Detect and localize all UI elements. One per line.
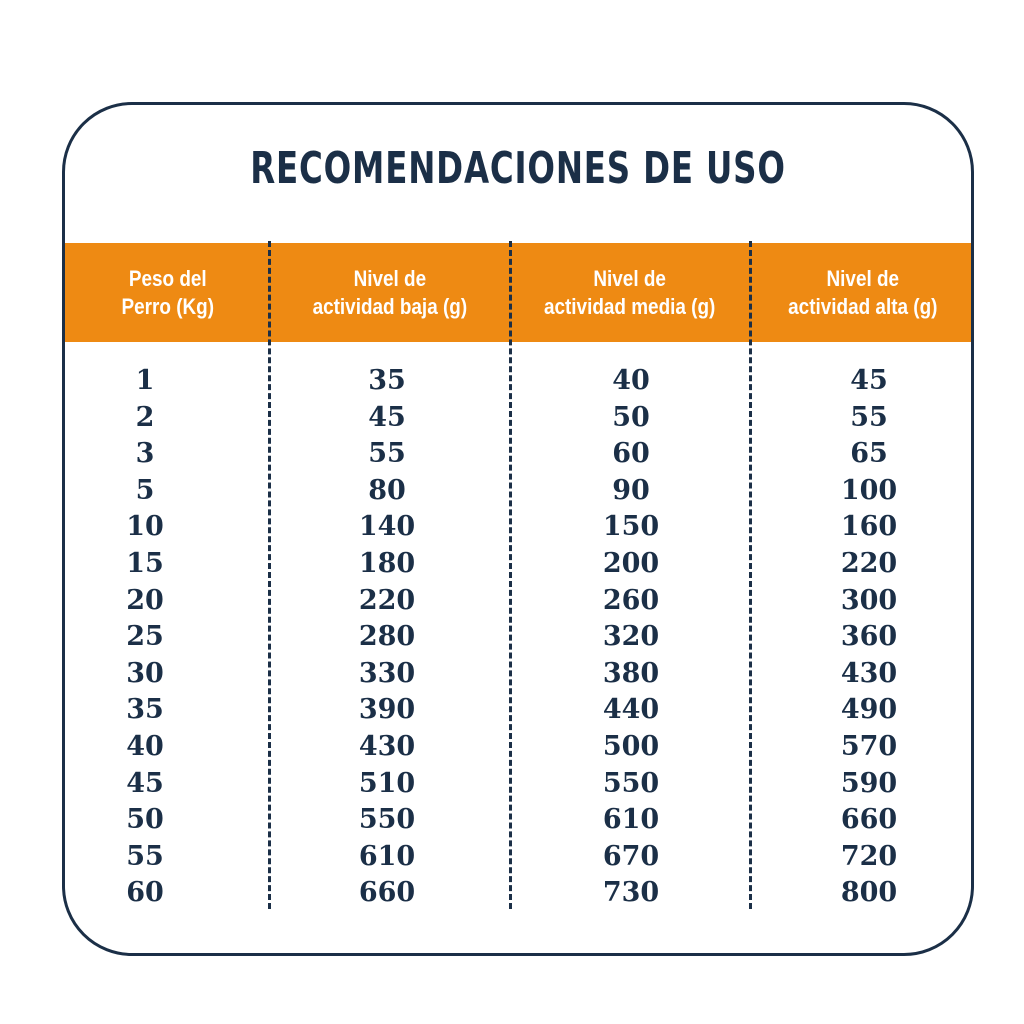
- table-cell: 330: [358, 657, 416, 689]
- table-cell: 55: [126, 840, 164, 872]
- table-cell: 570: [840, 730, 898, 762]
- table-cell: 300: [840, 584, 898, 616]
- table-cell: 220: [358, 584, 416, 616]
- table-cell: 45: [368, 401, 406, 433]
- table-cell: 200: [602, 547, 660, 579]
- header-actividad-media: Nivel de actividad media (g): [544, 265, 716, 319]
- table-cell: 610: [602, 804, 660, 836]
- table-cell: 45: [850, 365, 888, 396]
- table-cell: 1: [135, 365, 155, 396]
- table-cell: 380: [602, 657, 660, 689]
- table-cell: 550: [358, 804, 416, 836]
- table-cell: 60: [126, 877, 164, 909]
- column-divider: [749, 241, 752, 909]
- table-cell: 90: [612, 474, 650, 506]
- column-actividad-alta: 45 55 65 100 160 220 300 360 430 490 570 590 660 720 8…: [771, 363, 967, 912]
- column-peso: 1 2 3 5 10 15 20 25 30 35 40 45 50 55 60: [65, 363, 225, 912]
- table-cell: 35: [126, 694, 164, 726]
- table-cell: 660: [358, 877, 416, 909]
- table-cell: 140: [358, 511, 416, 543]
- column-divider: [268, 241, 271, 909]
- table-cell: 670: [602, 840, 660, 872]
- table-cell: 180: [358, 547, 416, 579]
- table-cell: 440: [602, 694, 660, 726]
- table-cell: 260: [602, 584, 660, 616]
- table-cell: 280: [358, 621, 416, 653]
- table-cell: 40: [126, 730, 164, 762]
- table-cell: 430: [840, 657, 898, 689]
- table-cell: 80: [368, 474, 406, 506]
- table-cell: 40: [612, 365, 650, 396]
- table-cell: 150: [602, 511, 660, 543]
- table-cell: 10: [126, 511, 164, 543]
- header-actividad-alta: Nivel de actividad alta (g): [787, 265, 938, 319]
- table-cell: 55: [850, 401, 888, 433]
- table-cell: 220: [840, 547, 898, 579]
- table-cell: 35: [368, 365, 406, 396]
- recommendations-card: RECOMENDACIONES DE USO Peso del Perro (K…: [62, 102, 974, 956]
- table-cell: 550: [602, 767, 660, 799]
- table-cell: 45: [126, 767, 164, 799]
- table-cell: 55: [368, 438, 406, 470]
- table-cell: 320: [602, 621, 660, 653]
- table-cell: 60: [612, 438, 650, 470]
- table-cell: 25: [126, 621, 164, 653]
- column-actividad-baja: 35 45 55 80 140 180 220 280 330 390 430 510 550 610 66…: [287, 363, 487, 912]
- table-cell: 490: [840, 694, 898, 726]
- table-cell: 50: [612, 401, 650, 433]
- table-cell: 610: [358, 840, 416, 872]
- table-cell: 590: [840, 767, 898, 799]
- column-divider: [509, 241, 512, 909]
- header-actividad-baja: Nivel de actividad baja (g): [312, 265, 468, 319]
- table-cell: 500: [602, 730, 660, 762]
- table-cell: 160: [840, 511, 898, 543]
- table-cell: 30: [126, 657, 164, 689]
- header-peso: Peso del Perro (Kg): [121, 265, 214, 319]
- table-cell: 50: [126, 804, 164, 836]
- table-cell: 100: [840, 474, 898, 506]
- page-title: RECOMENDACIONES DE USO: [250, 143, 786, 194]
- table-cell: 20: [126, 584, 164, 616]
- table-cell: 510: [358, 767, 416, 799]
- table-cell: 15: [126, 547, 164, 579]
- table-cell: 65: [850, 438, 888, 470]
- table-cell: 720: [840, 840, 898, 872]
- table-cell: 800: [840, 877, 898, 909]
- table-cell: 730: [602, 877, 660, 909]
- table-cell: 390: [358, 694, 416, 726]
- table-cell: 5: [135, 474, 155, 506]
- table-cell: 360: [840, 621, 898, 653]
- table-cell: 3: [135, 438, 155, 470]
- table-cell: 2: [135, 401, 155, 433]
- table-cell: 660: [840, 804, 898, 836]
- table-cell: 430: [358, 730, 416, 762]
- column-actividad-media: 40 50 60 90 150 200 260 320 380 440 500 550 610 670 73…: [531, 363, 731, 912]
- table-header: Peso del Perro (Kg) Nivel de actividad b…: [65, 243, 971, 342]
